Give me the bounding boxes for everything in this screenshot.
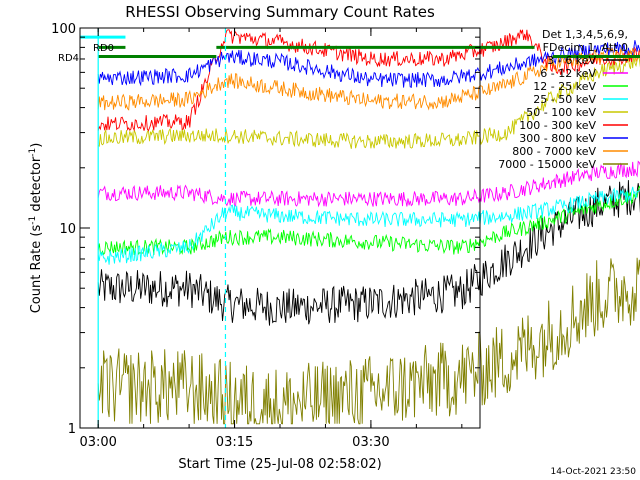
- legend: Det 1,3,4,5,6,9,FDecim 1, Att 03 - 6 keV…: [498, 28, 628, 171]
- region-label-rd0: RD0: [93, 43, 114, 54]
- legend-label: 300 - 800 keV: [519, 132, 596, 145]
- plot-frame: [79, 27, 481, 429]
- series-line-7: [97, 47, 640, 111]
- x-axis-label: Start Time (25-Jul-08 02:58:02): [178, 457, 381, 472]
- y-ticks: 1 10 100: [51, 22, 480, 437]
- legend-label: 3 - 6 keV: [547, 54, 596, 67]
- x-tick-label: 03:00: [79, 435, 116, 450]
- legend-label: 800 - 7000 keV: [512, 145, 596, 158]
- y-axis-label: Count Rate (s-1 detector-1): [28, 143, 44, 314]
- legend-label: 7000 - 15000 keV: [498, 158, 596, 171]
- x-tick-label: 03:15: [216, 435, 253, 450]
- series-line-2: [97, 185, 640, 257]
- timestamp: 14-Oct-2021 23:50: [551, 467, 637, 477]
- series-line-6: [97, 40, 640, 88]
- vertical-markers: [97, 28, 227, 428]
- legend-label: 50 - 100 keV: [526, 106, 596, 119]
- x-tick-label: 03:30: [352, 435, 389, 450]
- legend-label: 6 - 12 keV: [540, 67, 596, 80]
- series-line-0: [97, 180, 640, 326]
- series-line-3: [97, 186, 640, 265]
- fixed-lines: [80, 35, 640, 59]
- y-tick-label: 1: [68, 422, 76, 437]
- y-tick-label: 10: [59, 222, 76, 237]
- chart-title: RHESSI Observing Summary Count Rates: [125, 3, 435, 21]
- legend-header: FDecim 1, Att 0: [543, 41, 628, 54]
- series-line-5: [97, 29, 640, 132]
- legend-header: Det 1,3,4,5,6,9,: [542, 28, 628, 41]
- y-tick-label: 100: [51, 22, 76, 37]
- region-label-rd4: RD4: [58, 53, 79, 64]
- region-labels: RD0 RD4: [58, 43, 114, 64]
- series-layer: [97, 29, 640, 425]
- legend-label: 12 - 25 keV: [533, 80, 596, 93]
- x-ticks: 03:00 03:15 03:30: [79, 28, 463, 450]
- series-line-4: [97, 54, 640, 149]
- series-line-1: [97, 160, 640, 208]
- legend-label: 25 - 50 keV: [533, 93, 596, 106]
- legend-label: 100 - 300 keV: [519, 119, 596, 132]
- series-line-8: [97, 257, 640, 425]
